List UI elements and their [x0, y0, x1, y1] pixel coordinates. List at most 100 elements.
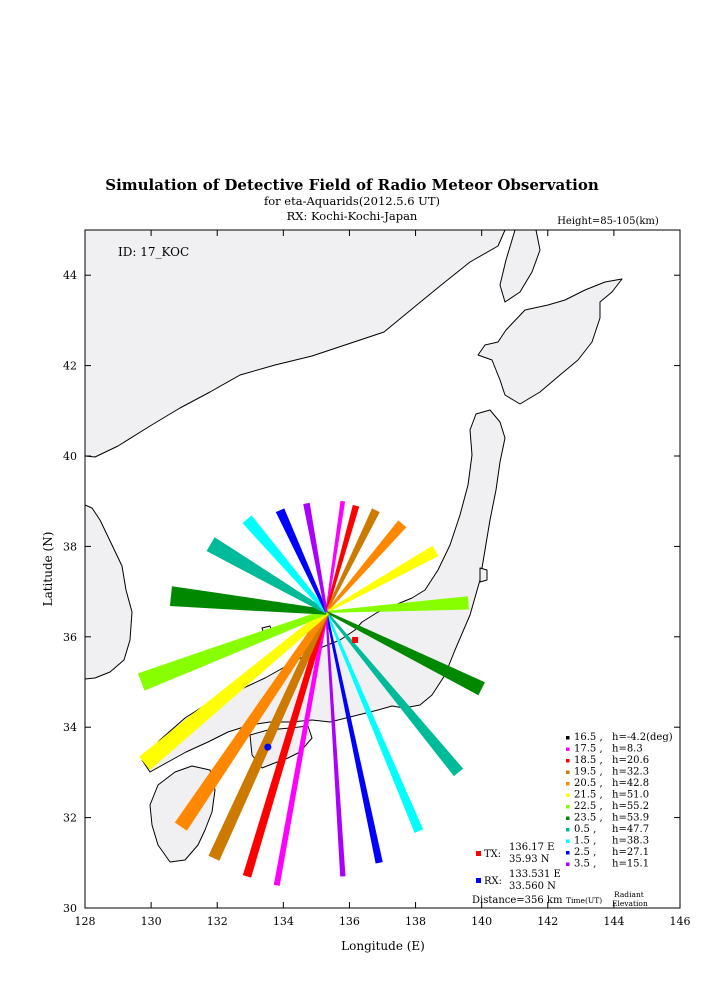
land-korea: [85, 504, 133, 680]
legend-swatch: [566, 839, 570, 843]
legend-elevation: h=42.8: [612, 778, 649, 789]
legend-time: 2.5 ,: [574, 847, 596, 858]
legend-elevation: h=-4.2(deg): [612, 732, 673, 743]
rx-station-marker: [264, 743, 272, 751]
swath-21.5: [138, 609, 329, 770]
legend-radiant-header: Radiant: [614, 890, 644, 899]
x-tick-label: 128: [75, 915, 96, 928]
swath-tail: [325, 508, 380, 613]
legend-elevation: h=8.3: [612, 744, 643, 755]
swath-0.5: [206, 537, 328, 614]
y-axis-label: Latitude (N): [41, 532, 55, 607]
swath-22.5: [137, 609, 328, 691]
land-hokkaido: [477, 278, 623, 405]
y-tick-label: 44: [63, 269, 77, 282]
legend-elevation-header: Elevation: [612, 899, 648, 908]
legend-elevation: h=15.1: [612, 859, 649, 870]
swath-1.5: [242, 515, 328, 614]
land-continent: [85, 230, 506, 458]
x-tick-label: 144: [603, 915, 624, 928]
legend-time: 3.5 ,: [574, 859, 596, 870]
tx-legend-swatch: [476, 851, 481, 856]
land-sakhalin: [499, 230, 541, 303]
swath-tail: [325, 520, 407, 613]
legend-time: 18.5 ,: [574, 755, 603, 766]
legend-swatch: [566, 759, 570, 763]
x-tick-label: 140: [471, 915, 492, 928]
legend-swatch: [566, 793, 570, 797]
chart-subtitle-event: for eta-Aquarids(2012.5.6 UT): [264, 194, 440, 208]
x-axis-label: Longitude (E): [341, 939, 425, 953]
x-tick-label: 132: [207, 915, 228, 928]
swath-3.5: [303, 502, 328, 613]
swath-tail: [325, 611, 346, 877]
swath-tail: [325, 611, 424, 833]
x-tick-label: 138: [405, 915, 426, 928]
legend-elevation: h=27.1: [612, 847, 649, 858]
swath-tail: [325, 504, 360, 613]
swath-tail: [325, 611, 383, 864]
legend-elevation: h=32.3: [612, 767, 649, 778]
y-tick-label: 32: [63, 812, 77, 825]
y-tick-label: 36: [63, 631, 77, 644]
legend-elevation: h=55.2: [612, 801, 649, 812]
legend-swatch: [566, 851, 570, 855]
plot-frame: [84, 229, 681, 909]
legend-swatch: [566, 747, 570, 751]
legend-time-header: Time(UT): [566, 896, 602, 905]
rx-lon: 133.531 E: [509, 869, 561, 880]
swath-19.5: [208, 610, 330, 861]
swath-tail: [325, 611, 485, 696]
legend-time: 0.5 ,: [574, 824, 596, 835]
swath-17.5: [273, 611, 329, 886]
plot-area: 128 130 132 134 136 138 140 142 144 146 30 32 34 36 38…: [63, 229, 691, 928]
station-markers: [264, 636, 359, 751]
swath-layer: [137, 500, 485, 886]
land-sado: [479, 567, 488, 583]
swath-tail: [325, 500, 346, 613]
legend-time: 1.5 ,: [574, 836, 596, 847]
y-tick-label: 40: [63, 450, 77, 463]
height-label: Height=85-105(km): [557, 216, 659, 227]
legend-swatch: [566, 816, 570, 820]
legend-swatch: [566, 782, 570, 786]
id-label: ID: 17_KOC: [118, 245, 189, 259]
tx-lat: 35.93 N: [509, 854, 550, 865]
axis-ticks: 128 130 132 134 136 138 140 142 144 146 30 32 34 36 38…: [63, 230, 691, 928]
swath-20.5: [174, 610, 330, 831]
swath-23.5: [169, 586, 327, 615]
x-tick-label: 142: [537, 915, 558, 928]
legend-time: 22.5 ,: [574, 801, 603, 812]
legend-swatch: [566, 828, 570, 832]
swath-tail: [325, 545, 439, 613]
swath-2.5: [275, 508, 328, 613]
distance-label: Distance=356 km: [472, 895, 563, 906]
legend-swatch: [566, 770, 570, 774]
swath-tail: [325, 611, 464, 777]
legend-swatch: [566, 862, 570, 866]
chart-subtitle-rx: RX: Kochi-Kochi-Japan: [287, 209, 418, 223]
legend-time: 17.5 ,: [574, 744, 603, 755]
y-tick-label: 34: [63, 721, 77, 734]
rx-legend-swatch: [476, 878, 481, 883]
legend-elevation: h=47.7: [612, 824, 649, 835]
y-tick-label: 30: [63, 902, 77, 915]
rx-lat: 33.560 N: [509, 881, 556, 892]
legend-time: 23.5 ,: [574, 813, 603, 824]
x-tick-label: 130: [141, 915, 162, 928]
legend-time: 21.5 ,: [574, 790, 603, 801]
legend-swatch: [566, 736, 570, 740]
station-info: TX: 136.17 E 35.93 N RX: 133.531 E 33.56…: [472, 842, 648, 908]
swath-tail: [326, 596, 469, 613]
x-tick-label: 146: [670, 915, 691, 928]
legend-time: 16.5 ,: [574, 732, 603, 743]
swath-18.5: [242, 611, 329, 878]
land-honshu: [141, 409, 506, 773]
tx-lon: 136.17 E: [509, 842, 554, 853]
legend-swatch: [566, 805, 570, 809]
legend: 16.5 , h=-4.2(deg) 17.5 , h=8.3 18.5 , h=20.6…: [566, 732, 673, 870]
rx-label: RX:: [484, 876, 502, 887]
legend-elevation: h=53.9: [612, 813, 649, 824]
